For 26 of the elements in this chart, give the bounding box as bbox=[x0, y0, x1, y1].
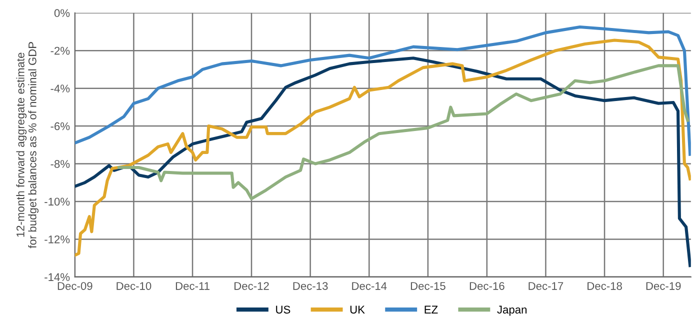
y-tick-label: -12% bbox=[44, 235, 70, 244]
line-series bbox=[74, 25, 691, 156]
x-tick-label: Dec-18 bbox=[588, 282, 622, 290]
y-axis-title: 12-month forward aggregate estimate for budget balances as % of nominal GDP bbox=[16, 42, 39, 248]
y-tick-label: -6% bbox=[50, 122, 70, 130]
x-tick-label: Dec-11 bbox=[176, 282, 210, 290]
x-tick-label: Dec-14 bbox=[352, 282, 387, 290]
x-tick-label: Dec-15 bbox=[410, 282, 446, 290]
y-tick-label: -8% bbox=[50, 160, 70, 168]
y-tick-label: -14% bbox=[44, 273, 70, 282]
x-tick-label: Dec-12 bbox=[234, 282, 269, 290]
x-tick-label: Dec-09 bbox=[58, 282, 92, 290]
legend-label: UK bbox=[350, 306, 365, 314]
x-tick-label: Dec-13 bbox=[293, 282, 328, 290]
legend-label: US bbox=[276, 306, 290, 314]
line-series bbox=[118, 64, 690, 200]
x-tick-label: Dec-17 bbox=[528, 282, 564, 290]
y-tick-label: -4% bbox=[50, 84, 70, 92]
x-tick-label: Dec-10 bbox=[116, 282, 152, 290]
legend-label: EZ bbox=[424, 306, 438, 314]
y-tick-label: -2% bbox=[50, 46, 70, 55]
legend-label: Japan bbox=[497, 306, 527, 316]
y-tick-label: 0% bbox=[54, 9, 70, 18]
x-tick-label: Dec-19 bbox=[646, 282, 681, 290]
y-tick-label: -10% bbox=[44, 198, 70, 206]
x-tick-label: Dec-16 bbox=[470, 282, 504, 290]
